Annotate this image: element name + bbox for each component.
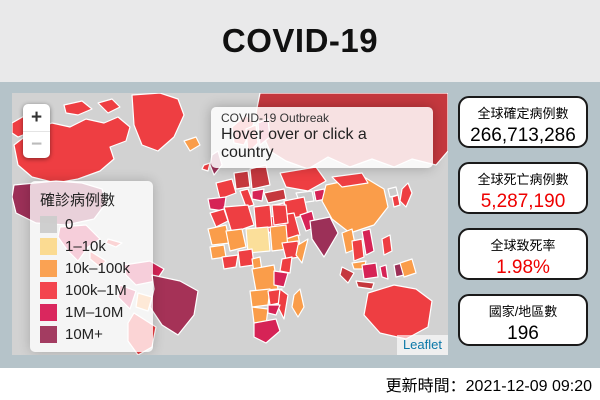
legend-swatch xyxy=(40,238,57,255)
stat-value: 266,713,286 xyxy=(470,125,576,146)
legend-swatch xyxy=(40,260,57,277)
info-box-subtitle: Hover over or click a country xyxy=(221,126,367,161)
map-info-box: COVID-19 Outbreak Hover over or click a … xyxy=(211,107,433,168)
page-title: COVID-19 xyxy=(221,22,379,59)
legend-swatch xyxy=(40,326,57,343)
legend-title: 確診病例數 xyxy=(40,192,116,209)
stat-fatality-rate: 全球致死率 1.98% xyxy=(458,228,588,280)
legend-label: 1–10k xyxy=(65,238,106,255)
legend-label: 100k–1M xyxy=(65,282,127,299)
update-timestamp: 更新時間：2021-12-09 09:20 xyxy=(385,378,592,395)
stat-label: 全球死亡病例數 xyxy=(477,172,569,187)
stat-country-count: 國家/地區數 196 xyxy=(458,294,588,346)
stat-value: 5,287,190 xyxy=(480,191,566,212)
zoom-in-button[interactable]: + xyxy=(30,106,43,128)
legend-label: 1M–10M xyxy=(65,304,124,321)
stat-value: 1.98% xyxy=(496,257,550,278)
legend-label: 10k–100k xyxy=(65,260,131,277)
legend-swatch xyxy=(40,304,57,321)
legend-row: 10M+ xyxy=(40,326,143,343)
legend-swatch xyxy=(40,282,57,299)
stat-label: 全球致死率 xyxy=(490,238,556,253)
stat-confirmed-cases: 全球確定病例數 266,713,286 xyxy=(458,96,588,148)
stat-label: 國家/地區數 xyxy=(488,304,558,319)
page-footer: 更新時間：2021-12-09 09:20 xyxy=(0,368,600,400)
zoom-out-button[interactable]: − xyxy=(23,131,50,158)
stat-value: 196 xyxy=(507,323,539,344)
stats-sidebar: 全球確定病例數 266,713,286 全球死亡病例數 5,287,190 全球… xyxy=(458,96,588,360)
legend-label: 0 xyxy=(65,216,74,233)
stat-label: 全球確定病例數 xyxy=(477,106,569,121)
page-header: COVID-19 xyxy=(0,0,600,82)
legend-row: 10k–100k xyxy=(40,260,143,277)
leaflet-attribution-link[interactable]: Leaflet xyxy=(396,335,448,355)
legend-row: 100k–1M xyxy=(40,282,143,299)
map-zoom-control: + − xyxy=(23,104,50,158)
dashboard-panel: + − COVID-19 Outbreak Hover over or clic… xyxy=(0,82,600,368)
legend-label: 10M+ xyxy=(65,326,103,343)
map-legend: 確診病例數 0 1–10k 10k–100k 100k–1M 1M–10M xyxy=(30,181,153,352)
info-box-title: COVID-19 Outbreak xyxy=(221,111,330,125)
legend-swatch xyxy=(40,216,57,233)
legend-row: 1M–10M xyxy=(40,304,143,321)
choropleth-svg[interactable] xyxy=(12,93,448,355)
stat-deaths: 全球死亡病例數 5,287,190 xyxy=(458,162,588,214)
legend-row: 0 xyxy=(40,216,143,233)
world-map[interactable]: + − COVID-19 Outbreak Hover over or clic… xyxy=(12,93,448,355)
legend-row: 1–10k xyxy=(40,238,143,255)
